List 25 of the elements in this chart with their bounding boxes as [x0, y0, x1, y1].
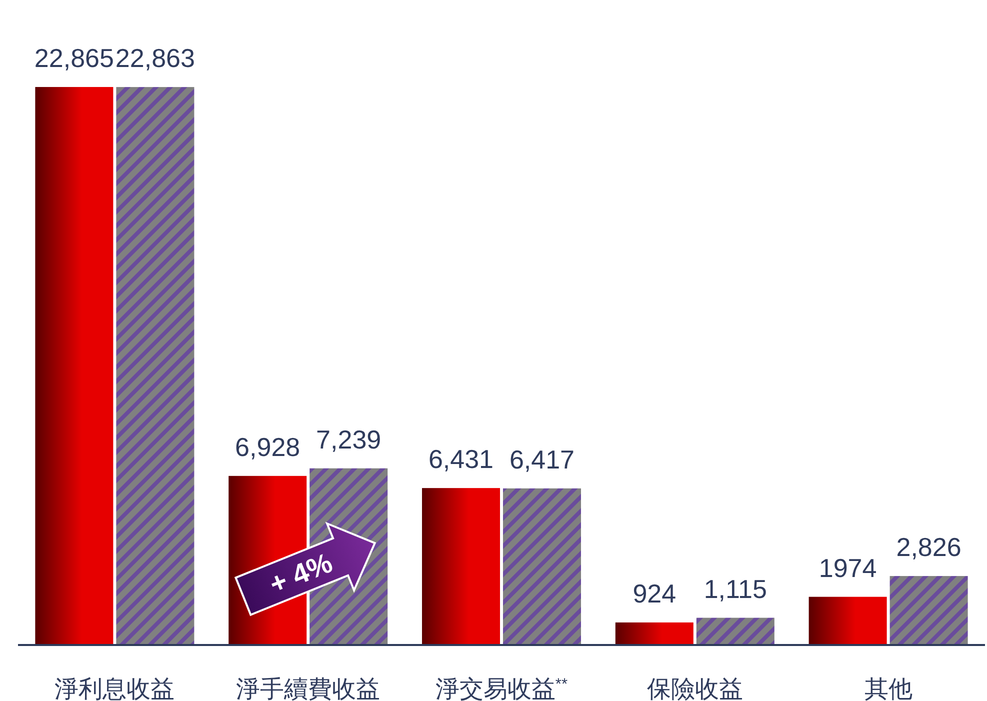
data-label: 6,417: [509, 444, 575, 474]
bar: [503, 488, 581, 645]
data-label: 1,115: [704, 574, 767, 604]
x-tick-label: 淨手續費收益: [236, 676, 380, 701]
bar: [615, 622, 694, 645]
bar: [890, 576, 968, 645]
data-label: 22,863: [115, 43, 195, 74]
bar: [808, 596, 887, 645]
data-label: 7,239: [316, 424, 382, 454]
data-label: 1974: [818, 552, 877, 583]
data-label: 2,826: [896, 532, 962, 562]
arrow-annotation: + 4%: [234, 522, 376, 616]
x-tick-label: 淨交易收益$^{**}$: [435, 676, 568, 701]
x-tick-label: 保險收益: [646, 676, 743, 701]
bar: [35, 87, 114, 645]
data-label: 924: [632, 578, 676, 608]
data-label: 6,928: [235, 432, 300, 462]
bar: [696, 618, 774, 645]
bar: [422, 488, 500, 645]
x-tick-label: 淨利息收益: [54, 676, 175, 701]
annotation: + 4%: [265, 546, 337, 600]
bar: [116, 87, 194, 645]
data-label: 22,865: [34, 43, 114, 73]
x-tick-label: 其他: [864, 676, 912, 701]
data-label: 6,431: [428, 444, 494, 474]
